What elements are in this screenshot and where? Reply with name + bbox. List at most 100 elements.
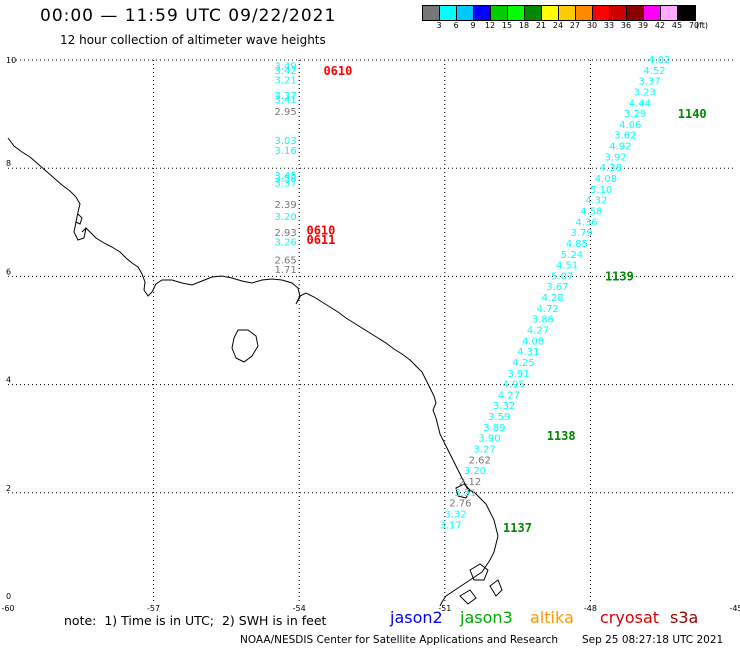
swh-value-label: 3.86 [532, 315, 554, 326]
legend-swatch [678, 6, 695, 20]
swh-value-label: 3.58 [275, 174, 297, 185]
x-tick-label: -51 [438, 604, 451, 613]
legend-swatch [525, 6, 542, 20]
swh-value-label: 5.10 [590, 185, 612, 196]
swh-value-label: 3.67 [546, 282, 568, 293]
swh-value-label: 4.85 [566, 239, 588, 250]
legend-tick-label: 27 [569, 21, 581, 30]
grid-lines [8, 59, 736, 601]
legend-tick-label: 3 [436, 21, 442, 30]
swh-value-label: 3.29 [624, 109, 646, 120]
y-tick-label: 0 [6, 592, 11, 601]
swh-value-label: 3.20 [464, 466, 486, 477]
swh-value-label: 4.25 [512, 358, 534, 369]
island-path [231, 329, 259, 363]
swh-value-label: 3.92 [605, 152, 627, 163]
swh-value-label: 2.12 [459, 477, 481, 488]
y-tick-label: 2 [6, 484, 11, 493]
coastline-path [7, 137, 499, 607]
legend-swatch [457, 6, 474, 20]
legend-tick-label: 36 [620, 21, 632, 30]
legend-swatch [576, 6, 593, 20]
legend-swatch [440, 6, 457, 20]
legend-tick-label: 15 [501, 21, 513, 30]
swh-value-label: 4.95 [503, 380, 525, 391]
pass-time-label: 0610 [323, 64, 352, 78]
y-tick-label: 10 [6, 56, 16, 65]
swh-value-label: 2.95 [275, 107, 297, 118]
y-tick-label: 6 [6, 267, 11, 276]
swh-value-label: 3.37 [639, 77, 661, 88]
swh-value-label: 3.16 [275, 146, 297, 157]
swh-value-label: 2.93 [275, 228, 297, 239]
swh-value-label: 3.51 [454, 488, 476, 499]
legend-swatch [542, 6, 559, 20]
swh-value-label: 3.17 [440, 520, 462, 531]
legend-swatch [474, 6, 491, 20]
legend-tick-label: 21 [535, 21, 547, 30]
pass-time-label: 0610 [306, 223, 335, 237]
legend-swatch [644, 6, 661, 20]
satellite-legend-item: cryosat [600, 608, 660, 627]
legend-tick-label: (ft) [695, 21, 709, 30]
legend-tick-label: 42 [654, 21, 666, 30]
legend-tick-label: 12 [484, 21, 496, 30]
swh-value-label: 3.37 [275, 178, 297, 189]
chart-subtitle: 12 hour collection of altimeter wave hei… [60, 33, 326, 47]
satellite-legend-item: jason3 [460, 608, 513, 627]
swh-value-label: 2.39 [275, 200, 297, 211]
footer-timestamp: Sep 25 08:27:18 UTC 2021 [582, 634, 724, 646]
legend-swatch [559, 6, 576, 20]
y-tick-label: 4 [6, 376, 11, 385]
swh-value-label: 4.58 [580, 206, 602, 217]
swh-value-label: 3.42 [275, 66, 297, 77]
legend-tick-label: 45 [671, 21, 683, 30]
swh-value-label: 4.44 [629, 98, 651, 109]
footer-note: note: 1) Time is in UTC; 2) SWH is in fe… [64, 613, 327, 628]
swh-value-label: 3.03 [275, 136, 297, 147]
pass-time-label: 0611 [306, 233, 335, 247]
swh-value-label: 3.26 [275, 237, 297, 248]
swh-value-label: 5.07 [551, 271, 573, 282]
swh-value-label: 3.59 [488, 412, 510, 423]
x-tick-label: -48 [584, 604, 597, 613]
swh-value-label: 3.32 [493, 401, 515, 412]
swh-value-label: 3.89 [483, 423, 505, 434]
legend-swatch [508, 6, 525, 20]
swh-value-label: 3.49 [275, 61, 297, 72]
swh-value-label: 4.27 [527, 326, 549, 337]
swh-value-label: 3.20 [275, 212, 297, 223]
swh-value-label: 3.62 [614, 131, 636, 142]
swh-value-label: 4.08 [595, 174, 617, 185]
legend-swatch [627, 6, 644, 20]
chart-title: 00:00 — 11:59 UTC 09/22/2021 [40, 6, 337, 26]
swh-value-label: 2.76 [449, 499, 471, 510]
satellite-legend-item: s3a [670, 608, 699, 627]
swh-value-label: 3.45 [275, 171, 297, 182]
legend-tick-label: 18 [518, 21, 530, 30]
pass-time-label: 1137 [503, 521, 532, 535]
swh-value-label: 3.90 [478, 434, 500, 445]
swh-value-label: 1.71 [275, 265, 297, 276]
swh-value-label: 2.62 [469, 455, 491, 466]
legend-swatch [610, 6, 627, 20]
coastline [7, 137, 503, 607]
legend-swatch [593, 6, 610, 20]
x-tick-label: -45 [729, 604, 740, 613]
swh-value-label: 2.65 [275, 256, 297, 267]
swh-value-label: 4.36 [575, 217, 597, 228]
legend-tick-label: 39 [637, 21, 649, 30]
legend-tick-label: 33 [603, 21, 615, 30]
swh-value-label: 4.06 [619, 120, 641, 131]
pass-time-label: 1140 [678, 107, 707, 121]
swh-value-label: 4.28 [541, 293, 563, 304]
legend-swatch [423, 6, 440, 20]
swh-value-label: 3.27 [473, 445, 495, 456]
swh-value-label: 3.41 [275, 95, 297, 106]
swh-value-label: 3.23 [634, 87, 656, 98]
satellite-legend-item: altika [530, 608, 574, 627]
swh-value-label: 4.32 [585, 196, 607, 207]
legend-tick-label: 6 [453, 21, 459, 30]
legend-tick-label: 24 [552, 21, 564, 30]
